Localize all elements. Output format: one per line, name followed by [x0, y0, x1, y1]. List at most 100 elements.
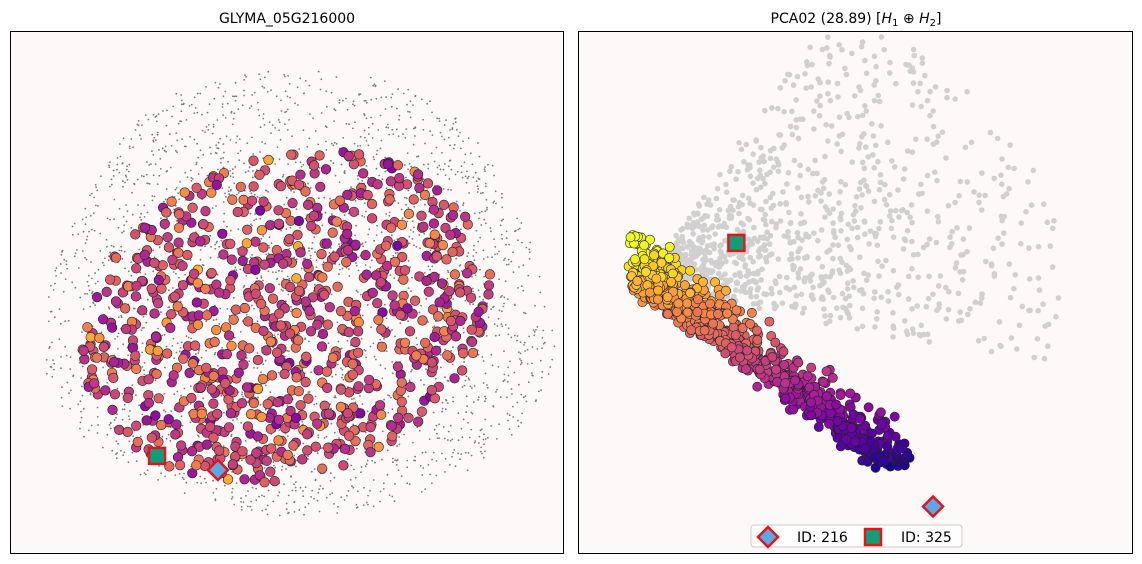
background-point — [705, 227, 711, 233]
tissue-point — [469, 152, 472, 155]
tissue-point — [357, 256, 360, 259]
expression-spot — [245, 409, 257, 420]
tissue-point — [310, 470, 313, 473]
tissue-point — [115, 416, 117, 419]
background-point — [1013, 346, 1020, 352]
tissue-point — [251, 304, 253, 307]
expression-spot — [308, 210, 320, 221]
tissue-point — [375, 167, 378, 170]
tissue-point — [311, 241, 314, 244]
expression-spot — [252, 383, 264, 395]
tissue-point — [250, 223, 252, 226]
tissue-point — [96, 280, 99, 283]
tissue-point — [526, 363, 529, 365]
background-point — [918, 181, 924, 188]
tissue-point — [61, 249, 64, 252]
tissue-point — [494, 190, 497, 193]
expression-spot — [320, 164, 332, 175]
expression-spot — [334, 195, 346, 206]
background-point — [952, 265, 959, 271]
tissue-point — [407, 110, 409, 113]
tissue-point — [170, 145, 173, 147]
background-point — [871, 230, 878, 237]
tissue-point — [255, 487, 257, 490]
tissue-point — [443, 124, 446, 126]
expression-spot — [221, 349, 232, 360]
tissue-point — [501, 295, 503, 297]
tissue-point — [547, 373, 550, 375]
tissue-point — [250, 509, 253, 511]
background-point — [746, 216, 753, 223]
tissue-point — [381, 430, 384, 433]
tissue-point — [444, 398, 447, 401]
tissue-point — [453, 449, 456, 451]
expression-spot — [165, 322, 176, 334]
tissue-point — [345, 122, 348, 125]
tissue-point — [229, 229, 232, 232]
tissue-point — [467, 452, 470, 454]
tissue-point — [215, 487, 218, 490]
tissue-point — [215, 144, 218, 147]
tissue-point — [416, 426, 419, 429]
tissue-point — [295, 481, 297, 483]
tissue-point — [251, 176, 254, 179]
background-point — [732, 272, 738, 278]
tissue-point — [249, 256, 252, 259]
tissue-point — [405, 203, 407, 206]
background-point — [768, 285, 775, 292]
tissue-point — [355, 503, 358, 506]
tissue-point — [231, 496, 234, 498]
tissue-point — [240, 506, 243, 508]
tissue-point — [48, 296, 50, 298]
tissue-point — [479, 268, 481, 271]
tissue-point — [322, 487, 324, 490]
tissue-point — [175, 272, 177, 275]
tissue-point — [162, 110, 164, 112]
background-point — [710, 223, 716, 229]
tissue-point — [233, 503, 236, 506]
tissue-point — [107, 259, 110, 262]
tissue-point — [84, 292, 86, 295]
tissue-point — [518, 383, 520, 386]
tissue-point — [454, 173, 457, 176]
tissue-point — [72, 375, 74, 378]
tissue-point — [238, 159, 241, 162]
tissue-point — [495, 202, 497, 205]
tissue-point — [160, 217, 162, 220]
background-point — [789, 131, 796, 138]
tissue-point — [462, 418, 465, 421]
background-point — [703, 272, 710, 278]
tissue-point — [282, 289, 284, 292]
background-point — [775, 105, 781, 112]
tissue-point — [262, 279, 264, 282]
expression-spot — [417, 315, 428, 326]
tissue-point — [199, 249, 202, 251]
expression-spot — [131, 263, 142, 274]
tissue-point — [141, 327, 144, 329]
tissue-point — [369, 489, 371, 492]
expression-spot — [375, 277, 387, 288]
tissue-point — [520, 393, 523, 396]
tissue-point — [542, 329, 545, 332]
tissue-point — [447, 430, 450, 433]
expression-spot — [254, 169, 265, 180]
tissue-point — [365, 117, 368, 120]
background-point — [795, 135, 802, 142]
tissue-point — [501, 310, 503, 312]
tissue-point — [491, 364, 494, 367]
tissue-point — [67, 319, 70, 322]
tissue-point — [394, 252, 397, 255]
background-point — [793, 124, 800, 131]
background-point — [893, 80, 899, 87]
expression-spot — [201, 362, 212, 373]
tissue-point — [497, 317, 500, 320]
background-point — [953, 260, 960, 266]
tissue-point — [392, 254, 395, 257]
tissue-point — [152, 154, 155, 156]
tissue-point — [441, 407, 444, 410]
tissue-point — [418, 429, 421, 432]
tissue-point — [455, 225, 458, 228]
tissue-point — [268, 247, 271, 249]
tissue-point — [252, 170, 254, 172]
tissue-point — [218, 245, 221, 248]
